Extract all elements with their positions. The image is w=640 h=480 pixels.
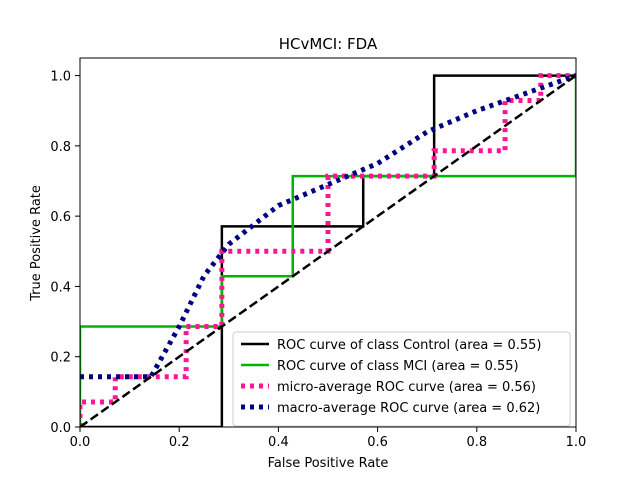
legend-box: [232, 331, 571, 427]
legend-entry-1: ROC curve of class MCI (area = 0.55): [241, 359, 519, 374]
series-line-0: [80, 74, 576, 427]
plot-area: [79, 57, 577, 428]
series-line-3: [80, 73, 576, 380]
x-tick-label-5: 1.0: [566, 435, 587, 450]
y-axis-label: True Positive Rate: [29, 185, 44, 302]
x-tick-label-2: 0.4: [268, 435, 289, 450]
x-axis: 0.0 0.2 0.4 0.6 0.8 1.0: [70, 427, 587, 450]
y-tick-label-0: 0.0: [50, 421, 71, 436]
y-axis: 0.0 0.2 0.4 0.6 0.8 1.0: [50, 70, 80, 436]
x-tick-label-4: 0.8: [466, 435, 487, 450]
legend-entry-2: micro-average ROC curve (area = 0.56): [241, 380, 536, 395]
legend-entry-3: macro-average ROC curve (area = 0.62): [241, 401, 540, 416]
legend-label-1: ROC curve of class MCI (area = 0.55): [277, 359, 519, 374]
y-tick-label-4: 0.8: [50, 140, 71, 155]
y-tick-label-3: 0.6: [50, 210, 71, 225]
legend-entry-0: ROC curve of class Control (area = 0.55): [241, 338, 541, 353]
legend: ROC curve of class Control (area = 0.55)…: [232, 331, 571, 427]
chart-title: HCvMCI: FDA: [279, 35, 378, 53]
series-line-1: [80, 75, 576, 427]
legend-label-0: ROC curve of class Control (area = 0.55): [277, 338, 541, 353]
x-tick-label-1: 0.2: [169, 435, 190, 450]
y-tick-label-5: 1.0: [50, 70, 71, 85]
x-tick-label-3: 0.6: [367, 435, 388, 450]
plot-frame: [79, 57, 577, 428]
x-axis-label: False Positive Rate: [268, 456, 389, 471]
series-line-2: [80, 73, 576, 427]
series-group: [80, 73, 576, 427]
y-tick-label-1: 0.2: [50, 351, 71, 366]
legend-label-3: macro-average ROC curve (area = 0.62): [277, 401, 540, 416]
y-tick-label-2: 0.4: [50, 280, 71, 295]
x-tick-label-0: 0.0: [70, 435, 91, 450]
legend-label-2: micro-average ROC curve (area = 0.56): [277, 380, 536, 395]
chance-diagonal-line: [80, 74, 576, 427]
